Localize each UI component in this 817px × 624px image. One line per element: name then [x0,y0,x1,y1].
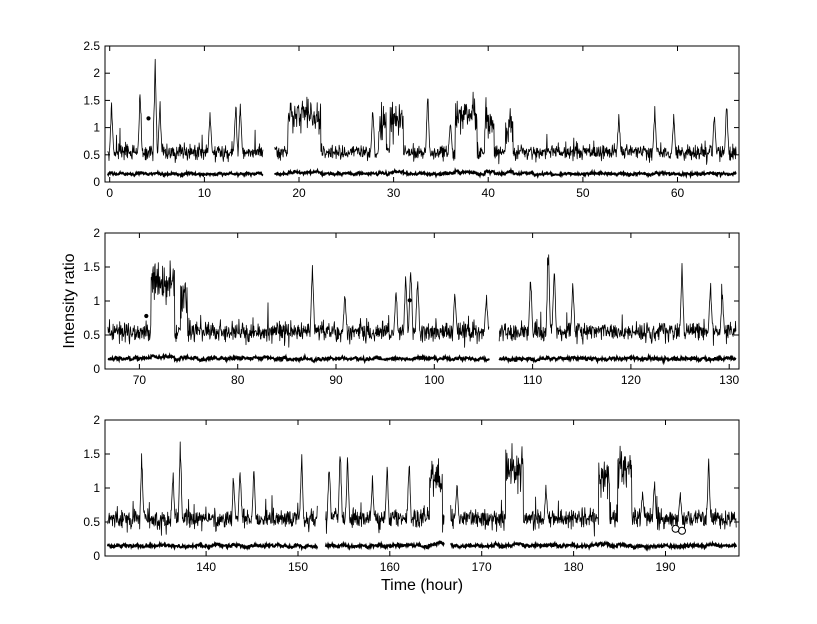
marker-2-3 [407,298,412,303]
panel-1-frame [104,45,740,183]
panel-1-data [106,58,737,180]
panel-1: 0 10 20 30 40 50 60 0 0.5 1 1.5 2 2.5 [83,39,740,200]
y-tick-label-1-3: 1 [93,121,100,135]
y-tick-label-2-2: 0.5 [83,328,100,342]
marker-1-1 [146,116,151,121]
x-tick-label-3-6: 190 [655,560,675,574]
intensity-trace-3-3 [450,443,737,537]
x-tick-label-3-2: 150 [288,560,308,574]
y-axis-title: Intensity ratio [61,253,78,348]
x-tick-label-2-7: 130 [719,373,739,387]
x-tick-label-2-3: 90 [329,373,343,387]
baseline-trace-3-3 [450,540,738,552]
y-tick-label-1-1: 0 [93,175,100,189]
y-tick-label-2-1: 0 [93,362,100,376]
marker-2-1 [144,313,149,319]
x-tick-label-1-3: 20 [292,186,306,200]
y-tick-label-1-4: 1.5 [83,93,100,107]
x-tick-label-2-6: 120 [621,373,641,387]
intensity-trace-3-1 [107,441,318,536]
marker-2-2 [315,327,320,332]
baseline-trace-1-2 [273,166,737,180]
x-tick-label-3-5: 180 [564,560,584,574]
y-tick-label-1-6: 2.5 [83,39,100,53]
y-tick-label-3-1: 0 [93,549,100,563]
x-tick-label-3-3: 160 [380,560,400,574]
x-tick-label-1-4: 30 [387,186,401,200]
y-tick-label-3-4: 1.5 [83,447,100,461]
panel-2-data [107,254,737,366]
y-tick-label-2-3: 1 [93,294,100,308]
y-tick-label-3-5: 2 [93,413,100,427]
x-tick-label-3-1: 140 [196,560,216,574]
baseline-trace-1-1 [106,169,264,179]
baseline-trace-2-2 [498,352,737,366]
x-tick-label-2-4: 100 [424,373,444,387]
baseline-trace-3-2 [324,540,445,551]
x-axis-title: Time (hour) [381,577,463,594]
x-tick-label-2-2: 80 [231,373,245,387]
x-tick-label-1-5: 40 [482,186,496,200]
y-tick-label-3-3: 1 [93,481,100,495]
baseline-trace-3-1 [106,540,319,552]
y-tick-label-3-2: 0.5 [83,515,100,529]
baseline-trace-2-1 [107,352,490,365]
y-tick-label-2-4: 1.5 [83,260,100,274]
x-tick-label-1-6: 50 [576,186,590,200]
panel-3: 140 150 160 170 180 190 0 0.5 1 1.5 2 [83,413,740,574]
y-tick-label-2-5: 2 [93,226,100,240]
panel-2: 70 80 90 100 110 120 130 0 0.5 1 1.5 2 [83,226,739,387]
x-tick-label-2-5: 110 [523,373,542,387]
marker-3-2 [678,526,686,535]
x-tick-label-3-4: 170 [472,560,492,574]
y-tick-label-1-5: 2 [93,66,100,80]
intensity-trace-2-1 [107,260,490,348]
panel-2-frame [104,232,740,370]
panel-3-data [106,441,738,552]
intensity-trace-1-1 [107,58,264,163]
x-tick-label-1-2: 10 [198,186,212,200]
intensity-trace-1-2 [274,91,737,165]
x-tick-label-1-1: 0 [106,186,113,200]
y-tick-label-1-2: 0.5 [83,148,100,162]
intensity-trace-2-2 [498,254,737,346]
panel-3-frame [104,419,740,557]
x-tick-label-1-7: 60 [671,186,685,200]
intensity-trace-3-2 [325,456,445,534]
x-tick-label-2-1: 70 [133,373,147,387]
